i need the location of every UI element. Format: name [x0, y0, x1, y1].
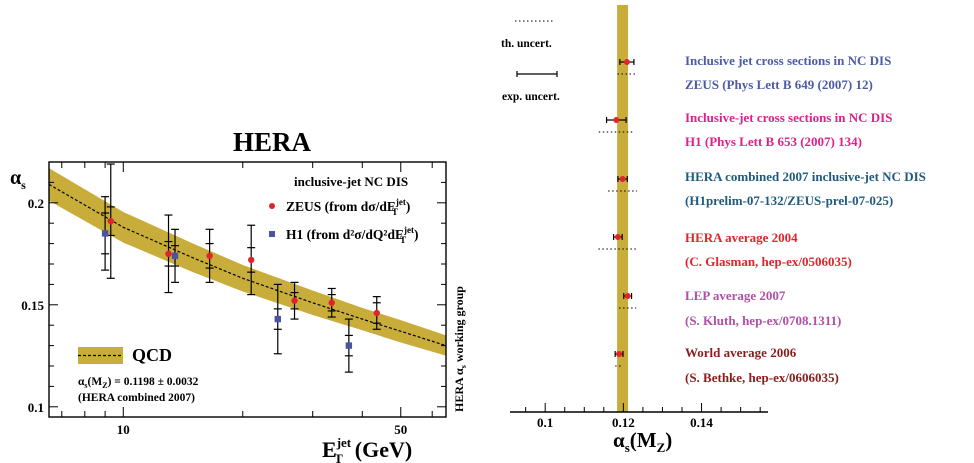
zeus-point	[328, 299, 335, 306]
qcd-band	[49, 168, 446, 356]
entry-world-line1: World average 2006	[685, 345, 797, 360]
zeus-point	[291, 297, 298, 304]
zeus-point	[165, 250, 172, 257]
alpha-s-point	[616, 351, 623, 357]
left-y-tick-label: 0.15	[21, 298, 44, 313]
alpha-s-point	[623, 59, 630, 65]
working-group-label: HERA αs working group	[452, 286, 468, 412]
right-x-tick-label: 0.1	[537, 415, 553, 430]
alpha-s-point	[613, 117, 620, 123]
legend-h1-label: H1 (from d²σ/dQ²dEjet T)	[286, 225, 418, 245]
entry-hera-comb-line2: (H1prelim-07-132/ZEUS-prel-07-025)	[685, 193, 893, 208]
entry-world-line2: (S. Bethke, hep-ex/0606035)	[685, 370, 839, 385]
alpha-s-point	[619, 176, 626, 182]
right-panel: 0.1 0.12 0.14 th. uncert. exp. uncert. Inc…	[501, 5, 926, 455]
right-data-points	[598, 59, 638, 367]
entry-h1-line1: Inclusive-jet cross sections in NC DIS	[685, 110, 892, 125]
legend-zeus-marker	[269, 203, 275, 209]
alpha-s-point	[624, 293, 631, 299]
left-data-points	[101, 163, 381, 373]
zeus-point	[107, 217, 114, 225]
left-x-label: Ejet T (GeV)	[322, 435, 412, 463]
legend-zeus-label: ZEUS (from dσ/dEjet T)	[286, 197, 410, 217]
right-x-tick-label: 0.12	[612, 415, 635, 430]
entry-hera-avg-line2: (C. Glasman, hep-ex/0506035)	[685, 254, 852, 269]
zeus-point	[206, 252, 213, 260]
left-title: HERA	[233, 127, 312, 157]
h1-point	[274, 315, 281, 323]
left-subtitle: inclusive-jet NC DIS	[294, 174, 408, 189]
zeus-point	[373, 309, 380, 317]
left-plot-frame	[48, 161, 447, 418]
entry-hera-avg-line1: HERA average 2004	[685, 230, 798, 245]
th-uncert-label: th. uncert.	[501, 38, 552, 50]
right-x-tick-label: 0.14	[690, 415, 713, 430]
h1-point	[171, 252, 179, 260]
left-y-label: αs	[10, 167, 26, 192]
entry-zeus-line2: ZEUS (Phys Lett B 649 (2007) 12)	[685, 77, 873, 92]
entry-lep-line2: (S. Kluth, hep-ex/0708.1311)	[685, 313, 841, 328]
alpha-s-point	[614, 234, 621, 240]
left-x-tick-label: 10	[117, 422, 130, 437]
right-x-label: αs(MZ)	[613, 428, 672, 455]
qcd-note: (HERA combined 2007)	[78, 392, 195, 404]
left-axes-ticks: 0.1 0.15 0.2 10 50	[21, 162, 446, 437]
qcd-result: αs(MZ) = 0.1198 ± 0.0032	[78, 376, 199, 390]
left-y-tick-label: 0.1	[28, 400, 44, 415]
exp-uncert-label: exp. uncert.	[502, 91, 560, 103]
right-axis-ticks: 0.1 0.12 0.14	[525, 403, 761, 430]
qcd-legend-label: QCD	[132, 345, 172, 365]
left-panel: HERA 0.1 0.15 0.2 10 50 αs Ejet T (GeV) inclus…	[10, 127, 468, 463]
left-x-tick-label: 50	[394, 422, 407, 437]
world-average-band	[617, 5, 629, 412]
legend-h1-marker	[269, 231, 275, 237]
entry-zeus-line1: Inclusive jet cross sections in NC DIS	[685, 53, 891, 68]
entry-hera-comb-line1: HERA combined 2007 inclusive-jet NC DIS	[685, 169, 926, 184]
entry-h1-line2: H1 (Phys Lett B 653 (2007) 134)	[685, 134, 862, 149]
h1-point	[345, 342, 353, 349]
entry-lep-line1: LEP average 2007	[685, 288, 786, 303]
zeus-point	[247, 256, 255, 264]
left-y-tick-label: 0.2	[28, 196, 44, 211]
h1-point	[101, 230, 109, 237]
